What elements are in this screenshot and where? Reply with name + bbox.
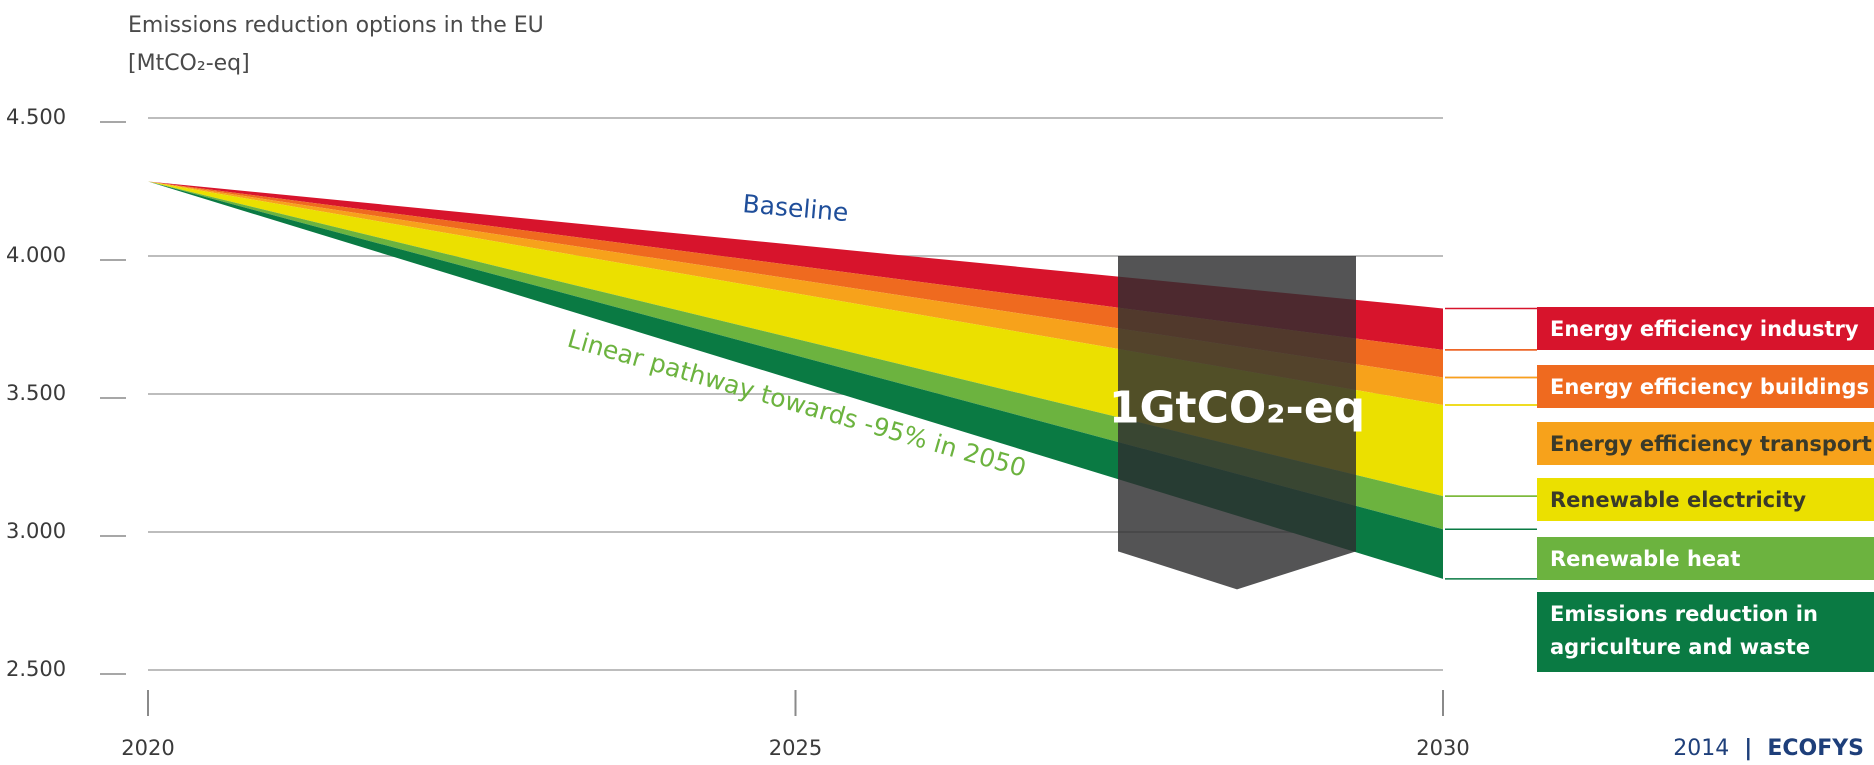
x-tick-label-1: 2025 (769, 736, 822, 760)
legend-swatch-2 (1537, 422, 1874, 465)
chart-unit-label: [MtCO₂-eq] (128, 51, 250, 76)
band-emissions-reduction-in-agriculture-and-waste (148, 181, 1443, 579)
band-energy-efficiency-industry (148, 181, 1443, 350)
legend-swatch-4 (1537, 537, 1874, 580)
legend: Energy efficiency industry Energy efficie… (1445, 307, 1874, 672)
y-tick-label-1: 4.000 (6, 243, 66, 267)
y-tick-label-3: 3.000 (6, 519, 66, 543)
x-tick-label-2: 2030 (1416, 736, 1469, 760)
y-tick-label-0: 4.500 (6, 105, 66, 129)
legend-label-4: Renewable heat (1550, 547, 1740, 571)
legend-connector-0 (1445, 307, 1537, 351)
credit-text: 2014 | ECOFYS (1673, 736, 1864, 761)
legend-label-0: Energy efficiency industry (1550, 317, 1859, 341)
legend-label-1: Energy efficiency buildings (1550, 375, 1869, 399)
legend-swatch-3 (1537, 478, 1874, 521)
annotation-label: 1GtCO₂-eq (1109, 383, 1365, 434)
y-tick-label-2: 3.500 (6, 381, 66, 405)
legend-swatch-5 (1537, 592, 1874, 672)
legend-label-3: Renewable electricity (1550, 488, 1806, 512)
reduction-annotation: 1GtCO₂-eq (1109, 256, 1365, 590)
legend-connector-2 (1445, 376, 1537, 406)
legend-label-2: Energy efficiency transport (1550, 432, 1872, 456)
legend-label-5: Emissions reduction in agriculture and wa… (1550, 602, 1818, 659)
y-axis-ticks: 4.500 4.000 3.500 3.000 2.500 (6, 105, 126, 681)
credit-brand: ECOFYS (1767, 736, 1864, 761)
credit-separator: | (1744, 736, 1752, 761)
legend-connector-3 (1445, 404, 1537, 497)
annotation-arrow-block (1118, 256, 1356, 590)
y-tick-label-4: 2.500 (6, 657, 66, 681)
legend-connector-5 (1445, 528, 1537, 580)
chart-title: Emissions reduction options in the EU (128, 13, 544, 38)
baseline-label: Baseline (741, 189, 849, 227)
legend-swatch-1 (1537, 365, 1874, 408)
credit-year: 2014 (1673, 736, 1729, 761)
x-axis-ticks: 2020 2025 2030 (121, 690, 1470, 760)
x-tick-label-0: 2020 (121, 736, 174, 760)
legend-swatch-0 (1537, 307, 1874, 350)
band-renewable-electricity (148, 181, 1443, 497)
legend-connector-1 (1445, 349, 1537, 379)
legend-connector-4 (1445, 495, 1537, 530)
